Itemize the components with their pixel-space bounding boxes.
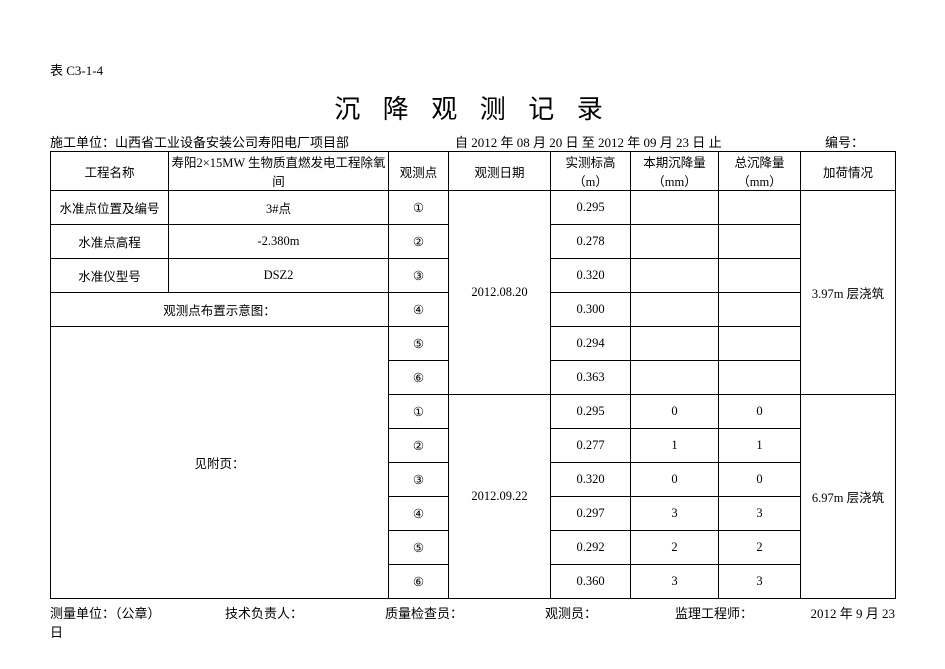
pt2-1: ① <box>389 395 449 429</box>
g1r1-elev: 0.295 <box>551 191 631 225</box>
g2r4-elev: 0.297 <box>551 497 631 531</box>
g1r6-per <box>631 361 719 395</box>
pt2-5: ⑤ <box>389 531 449 565</box>
footer-tech-lead: 技术负责人： <box>225 603 385 622</box>
pt-2: ② <box>389 225 449 259</box>
g2r1-tot: 0 <box>719 395 801 429</box>
attach-label: 见附页： <box>51 327 389 599</box>
g1r3-tot <box>719 259 801 293</box>
hdr-total: 总沉降量（mm） <box>719 152 801 191</box>
layout-label: 观测点布置示意图： <box>51 293 389 327</box>
date-c: 止 <box>709 135 722 150</box>
footer-supervisor: 监理工程师： <box>675 603 805 622</box>
pt2-6: ⑥ <box>389 565 449 599</box>
date-a: 自 <box>455 135 468 150</box>
hdr-obs-date: 观测日期 <box>449 152 551 191</box>
unit-value: 山西省工业设备安装公司寿阳电厂项目部 <box>115 135 349 150</box>
g2r2-tot: 1 <box>719 429 801 463</box>
date-b: 至 <box>582 135 595 150</box>
g2r3-elev: 0.320 <box>551 463 631 497</box>
table-header-row: 工程名称 寿阳2×15MW 生物质直燃发电工程除氧间 观测点 观测日期 实测标高… <box>51 152 896 191</box>
level-model-value: DSZ2 <box>169 259 389 293</box>
g2r6-tot: 3 <box>719 565 801 599</box>
hdr-project-value: 寿阳2×15MW 生物质直燃发电工程除氧间 <box>169 152 389 191</box>
hdr-period: 本期沉降量（mm） <box>631 152 719 191</box>
g2r6-per: 3 <box>631 565 719 599</box>
g2r2-elev: 0.277 <box>551 429 631 463</box>
g2r4-tot: 3 <box>719 497 801 531</box>
form-code: 表 C3-1-4 <box>50 60 895 79</box>
g1r3-elev: 0.320 <box>551 259 631 293</box>
footer-line: 测量单位：（公章） 技术负责人： 质量检查员： 观测员： 监理工程师： 2012… <box>50 603 895 622</box>
date-end: 2012 年 09 月 23 日 <box>598 135 705 150</box>
g2r1-elev: 0.295 <box>551 395 631 429</box>
footer-day: 日 <box>50 622 895 641</box>
bench-pos-label: 水准点位置及编号 <box>51 191 169 225</box>
footer-quality: 质量检查员： <box>385 603 545 622</box>
hdr-obs-point: 观测点 <box>389 152 449 191</box>
unit-label: 施工单位： <box>50 135 115 150</box>
bench-elev-label: 水准点高程 <box>51 225 169 259</box>
g1r2-tot <box>719 225 801 259</box>
pt-1: ① <box>389 191 449 225</box>
page-title: 沉 降 观 测 记 录 <box>50 89 895 126</box>
header-line: 施工单位：山西省工业设备安装公司寿阳电厂项目部 自 2012 年 08 月 20… <box>50 132 895 151</box>
date-start: 2012 年 08 月 20 日 <box>471 135 578 150</box>
level-model-label: 水准仪型号 <box>51 259 169 293</box>
g1-load: 3.97m 层浇筑 <box>801 191 896 395</box>
bench-elev-value: -2.380m <box>169 225 389 259</box>
g2r4-per: 3 <box>631 497 719 531</box>
pt-3: ③ <box>389 259 449 293</box>
g2-load: 6.97m 层浇筑 <box>801 395 896 599</box>
hdr-elevation: 实测标高（m） <box>551 152 631 191</box>
g2r6-elev: 0.360 <box>551 565 631 599</box>
g1r3-per <box>631 259 719 293</box>
pt2-2: ② <box>389 429 449 463</box>
pt-6: ⑥ <box>389 361 449 395</box>
g2r2-per: 1 <box>631 429 719 463</box>
g1r5-per <box>631 327 719 361</box>
g1r4-tot <box>719 293 801 327</box>
hdr-project-name: 工程名称 <box>51 152 169 191</box>
main-table: 工程名称 寿阳2×15MW 生物质直燃发电工程除氧间 观测点 观测日期 实测标高… <box>50 151 896 599</box>
g1r4-per <box>631 293 719 327</box>
code-label: 编号： <box>825 135 864 150</box>
g1r2-elev: 0.278 <box>551 225 631 259</box>
pt2-3: ③ <box>389 463 449 497</box>
g2r1-per: 0 <box>631 395 719 429</box>
g1r5-tot <box>719 327 801 361</box>
g2r3-tot: 0 <box>719 463 801 497</box>
g2r5-tot: 2 <box>719 531 801 565</box>
g1r1-tot <box>719 191 801 225</box>
g1r6-elev: 0.363 <box>551 361 631 395</box>
g1r5-elev: 0.294 <box>551 327 631 361</box>
pt2-4: ④ <box>389 497 449 531</box>
g2-date: 2012.09.22 <box>449 395 551 599</box>
g2r3-per: 0 <box>631 463 719 497</box>
pt-4: ④ <box>389 293 449 327</box>
table-row: 水准点位置及编号 3#点 ① 2012.08.20 0.295 3.97m 层浇… <box>51 191 896 225</box>
pt-5: ⑤ <box>389 327 449 361</box>
g1r1-per <box>631 191 719 225</box>
hdr-load: 加荷情况 <box>801 152 896 191</box>
g2r5-per: 2 <box>631 531 719 565</box>
g1r6-tot <box>719 361 801 395</box>
bench-pos-value: 3#点 <box>169 191 389 225</box>
footer-observer: 观测员： <box>545 603 675 622</box>
g2r5-elev: 0.292 <box>551 531 631 565</box>
g1-date: 2012.08.20 <box>449 191 551 395</box>
footer-date: 2012 年 9 月 23 <box>805 603 895 622</box>
g1r4-elev: 0.300 <box>551 293 631 327</box>
footer-meas-unit: 测量单位：（公章） <box>50 603 225 622</box>
g1r2-per <box>631 225 719 259</box>
